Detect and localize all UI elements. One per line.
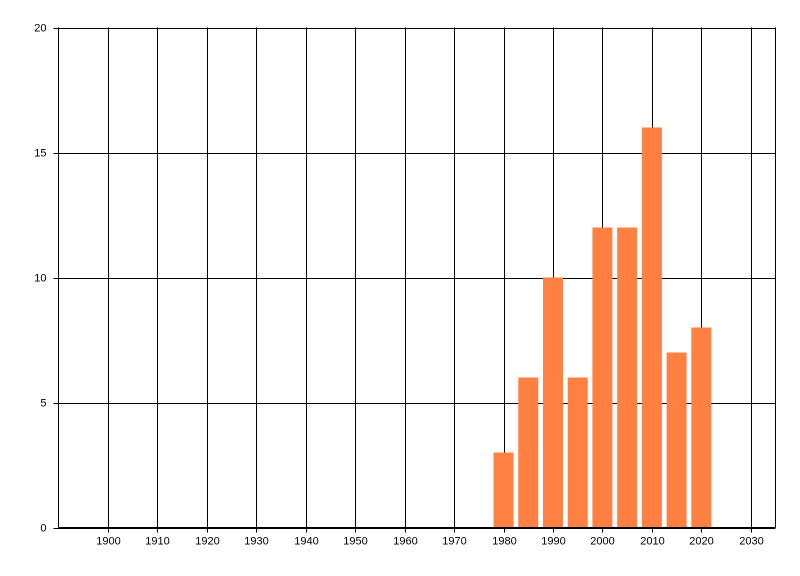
bar xyxy=(493,452,514,528)
bar xyxy=(617,227,638,528)
y-tick-label: 0 xyxy=(40,522,46,534)
y-tick-label: 10 xyxy=(34,272,46,284)
y-tick-label: 20 xyxy=(34,22,46,34)
bar xyxy=(666,352,687,528)
bar xyxy=(542,277,563,528)
bar xyxy=(641,127,662,528)
x-tick-label: 2000 xyxy=(590,535,614,547)
bar xyxy=(567,377,588,528)
x-tick-label: 1940 xyxy=(294,535,318,547)
y-tick-label: 15 xyxy=(34,147,46,159)
bar xyxy=(518,377,539,528)
y-tick-label: 5 xyxy=(40,397,46,409)
x-tick-label: 2030 xyxy=(739,535,763,547)
x-tick-label: 1920 xyxy=(195,535,219,547)
x-tick-label: 1930 xyxy=(244,535,268,547)
x-tick-label: 1900 xyxy=(96,535,120,547)
x-tick-label: 1960 xyxy=(393,535,417,547)
x-tick-label: 1970 xyxy=(442,535,466,547)
x-tick-label: 1950 xyxy=(343,535,367,547)
bar xyxy=(691,327,712,528)
bar xyxy=(592,227,613,528)
x-tick-label: 1990 xyxy=(541,535,565,547)
x-tick-label: 1980 xyxy=(492,535,516,547)
x-tick-label: 2010 xyxy=(640,535,664,547)
x-tick-label: 2020 xyxy=(689,535,713,547)
x-tick-label: 1910 xyxy=(145,535,169,547)
